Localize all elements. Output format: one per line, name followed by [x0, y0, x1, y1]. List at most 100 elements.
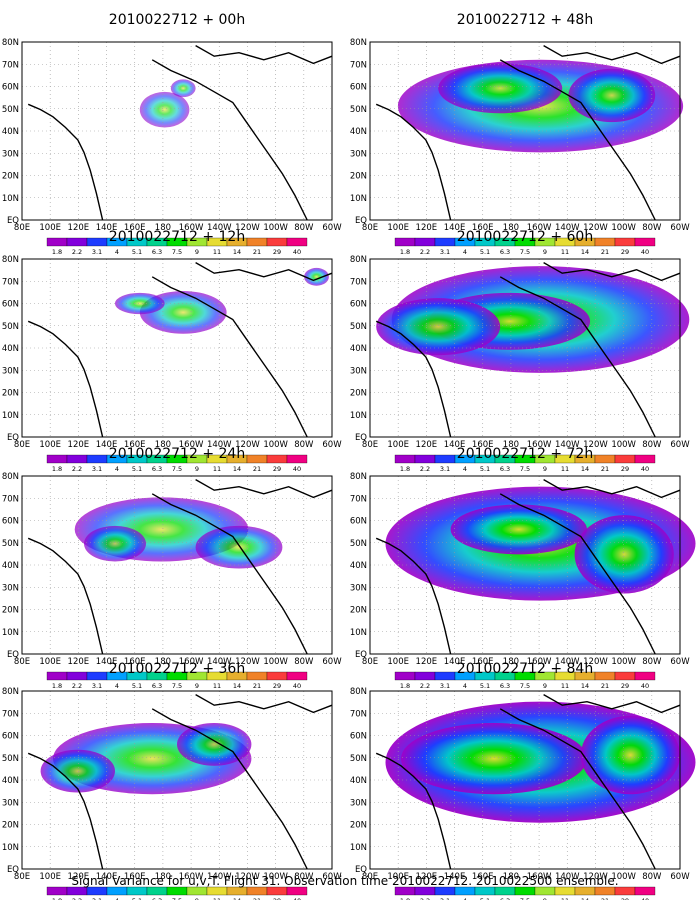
- colorbar-label: 1.8: [52, 897, 62, 900]
- y-tick-label: 60N: [2, 83, 19, 93]
- x-tick-label: 100E: [39, 872, 61, 882]
- panel-title: 2010022712 + 48h: [457, 12, 593, 28]
- colorbar-label: 11: [213, 465, 221, 473]
- variance-field: [574, 515, 674, 594]
- colorbar-swatch: [246, 671, 268, 681]
- x-tick-label: 100W: [263, 872, 288, 882]
- colorbar-label: 29: [273, 465, 281, 473]
- y-tick-label: 50N: [2, 105, 19, 115]
- x-tick-label: 80E: [362, 440, 378, 450]
- colorbar-swatch: [394, 886, 416, 896]
- variance-field: [139, 91, 190, 128]
- x-tick-label: 100E: [387, 872, 409, 882]
- colorbar-swatch: [614, 671, 636, 681]
- colorbar-swatch: [414, 671, 436, 681]
- plot-frame: [21, 475, 333, 655]
- x-tick-label: 120E: [416, 440, 438, 450]
- colorbar-label: 11: [561, 465, 569, 473]
- colorbar-swatch: [534, 886, 556, 896]
- colorbar-swatch: [414, 886, 436, 896]
- colorbar-label: 11: [213, 897, 221, 900]
- variance-field: [568, 68, 656, 123]
- colorbar-label: 11: [561, 682, 569, 690]
- x-tick-label: 160E: [472, 223, 494, 233]
- colorbar-swatch: [46, 671, 68, 681]
- colorbar-swatch: [266, 454, 288, 464]
- colorbar-swatch: [474, 886, 496, 896]
- x-tick-label: 100E: [387, 440, 409, 450]
- y-tick-label: 60N: [350, 83, 367, 93]
- x-tick-label: 160E: [124, 657, 146, 667]
- y-tick-label: 80N: [2, 687, 19, 697]
- colorbar-label: 2.2: [420, 248, 430, 256]
- panels-layer: 2010022712 + 00h 80E 100E 120E 140E 160E 180 16…: [2, 12, 696, 900]
- colorbar-label: 7.5: [172, 682, 182, 690]
- colorbar-label: 3.1: [92, 682, 102, 690]
- colorbar-label: 11: [561, 897, 569, 900]
- y-tick-label: 50N: [350, 322, 367, 332]
- variance-field: [40, 749, 115, 793]
- colorbar-swatch: [86, 886, 108, 896]
- colorbar-label: 2.2: [420, 897, 430, 900]
- colorbar-label: 14: [233, 897, 241, 900]
- y-tick-label: 20N: [2, 172, 19, 182]
- x-tick-label: 100W: [611, 657, 636, 667]
- coastline: [543, 44, 681, 65]
- y-tick-label: 80N: [2, 472, 19, 482]
- colorbar-label: 7.5: [172, 897, 182, 900]
- y-tick-label: EQ: [355, 433, 367, 443]
- x-tick-label: 180: [503, 872, 519, 882]
- colorbar-label: 5.1: [480, 465, 490, 473]
- x-tick-label: 160W: [179, 440, 204, 450]
- colorbar-label: 40: [641, 897, 649, 900]
- variance-field: [195, 525, 283, 569]
- panel-title: 2010022712 + 60h: [457, 229, 593, 245]
- x-tick-label: 80E: [14, 657, 30, 667]
- y-tick-label: 30N: [350, 583, 367, 593]
- colorbar-label: 21: [601, 248, 609, 256]
- y-tick-label: 50N: [2, 322, 19, 332]
- colorbar-label: 1.8: [400, 897, 410, 900]
- colorbar-swatch: [614, 454, 636, 464]
- colorbar-label: 9: [195, 465, 199, 473]
- coastline: [543, 478, 681, 499]
- x-tick-label: 80E: [362, 872, 378, 882]
- x-tick-label: 160E: [472, 440, 494, 450]
- x-tick-label: 180: [155, 440, 171, 450]
- y-tick-label: 20N: [350, 172, 367, 182]
- colorbar-label: 5.1: [480, 897, 490, 900]
- colorbar-label: 2.2: [420, 682, 430, 690]
- colorbar-swatch: [634, 237, 656, 247]
- x-tick-label: 60W: [322, 440, 342, 450]
- x-tick-label: 140W: [555, 440, 580, 450]
- x-tick-label: 100E: [39, 440, 61, 450]
- y-tick-label: 60N: [2, 732, 19, 742]
- y-tick-label: 10N: [2, 194, 19, 204]
- x-tick-label: 180: [155, 872, 171, 882]
- x-tick-label: 120E: [68, 440, 90, 450]
- map-panel: 2010022712 + 48h 80E 100E 120E 140E 160E 180 16…: [350, 12, 690, 256]
- colorbar-label: 40: [293, 897, 301, 900]
- coastline: [27, 320, 104, 438]
- colorbar-swatch: [266, 671, 288, 681]
- variance-field: [580, 715, 681, 795]
- y-tick-label: 60N: [2, 517, 19, 527]
- coastline: [151, 708, 308, 870]
- y-tick-label: 30N: [2, 798, 19, 808]
- y-tick-label: 20N: [350, 389, 367, 399]
- coastline: [27, 537, 104, 655]
- colorbar-label: 4: [115, 682, 119, 690]
- x-tick-label: 120W: [583, 223, 608, 233]
- y-tick-label: 80N: [350, 38, 367, 48]
- colorbar-swatch: [594, 454, 616, 464]
- colorbar-label: 40: [641, 465, 649, 473]
- colorbar-label: 21: [253, 465, 261, 473]
- variance-field: [115, 292, 165, 315]
- colorbar-swatch: [86, 671, 108, 681]
- x-tick-label: 100W: [611, 223, 636, 233]
- colorbar-label: 7.5: [172, 465, 182, 473]
- variance-field: [438, 63, 563, 114]
- coastline: [27, 752, 104, 870]
- map-panel: 2010022712 + 72h 80E 100E 120E 140E 160E 180 16…: [350, 446, 696, 690]
- colorbar-swatch: [614, 886, 636, 896]
